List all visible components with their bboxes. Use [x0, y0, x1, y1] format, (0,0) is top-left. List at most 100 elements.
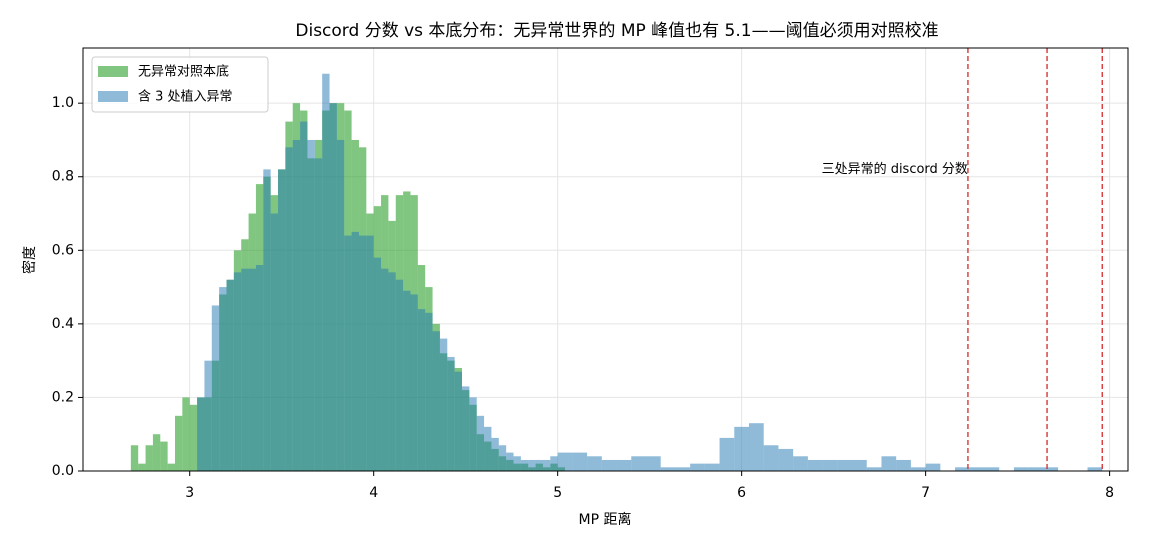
x-tick-label: 7 [921, 485, 930, 501]
bar [955, 467, 970, 471]
bar [550, 456, 558, 471]
bar [241, 268, 249, 471]
bar [395, 279, 404, 471]
bar [388, 272, 396, 471]
legend-label: 无异常对照本底 [138, 64, 229, 80]
bar [160, 441, 168, 471]
y-tick-label: 0.2 [52, 389, 74, 405]
legend-swatch [98, 91, 128, 102]
bar [329, 103, 337, 471]
x-tick-label: 3 [185, 485, 194, 501]
bar [314, 158, 323, 471]
bar [292, 139, 301, 471]
y-tick-label: 0.0 [52, 463, 74, 479]
x-tick-label: 4 [369, 485, 378, 501]
bar [197, 397, 205, 471]
bar [278, 169, 286, 471]
bar [520, 459, 529, 471]
bar [285, 147, 293, 471]
bar [233, 272, 242, 471]
bar [542, 459, 551, 471]
bar [660, 467, 676, 471]
bar [182, 397, 190, 471]
bar [255, 265, 264, 471]
bar [822, 459, 838, 471]
y-tick-label: 0.8 [52, 169, 74, 185]
bar [130, 445, 139, 471]
x-tick-label: 6 [737, 485, 746, 501]
legend-box [91, 56, 269, 113]
bar [984, 467, 1000, 471]
bar [461, 386, 470, 471]
bar [336, 139, 345, 471]
bar [226, 279, 234, 471]
bar [557, 452, 573, 471]
bar [793, 456, 808, 471]
bar [925, 463, 941, 471]
bar [601, 459, 617, 471]
bar [300, 121, 308, 471]
bar [189, 404, 198, 471]
bar [410, 294, 418, 471]
bar [439, 338, 448, 471]
bar [719, 437, 735, 471]
bar [749, 423, 764, 471]
chart-title: Discord 分数 vs 本底分布：无异常世界的 MP 峰值也有 5.1——阈… [295, 21, 938, 41]
bar [381, 268, 389, 471]
bar [366, 235, 374, 471]
y-tick-label: 0.6 [52, 242, 74, 258]
bar [1028, 467, 1044, 471]
bar [763, 445, 779, 471]
x-tick-label: 8 [1105, 485, 1114, 501]
bar [675, 467, 691, 471]
bar [248, 268, 256, 471]
bar [498, 445, 507, 471]
bar [145, 445, 153, 471]
bar [344, 235, 352, 471]
bar [484, 426, 492, 471]
y-tick-label: 0.4 [52, 316, 74, 332]
bar [491, 437, 499, 471]
bar [852, 459, 867, 471]
bar [476, 415, 485, 471]
bar [417, 309, 426, 471]
bar [432, 331, 440, 471]
annotation: 三处异常的 discord 分数 [822, 161, 968, 177]
bar [351, 231, 359, 471]
bar [204, 360, 212, 471]
legend-label: 含 3 处植入异常 [138, 89, 233, 105]
bar [454, 371, 462, 471]
bar [535, 459, 543, 471]
bar [211, 305, 220, 471]
bar [403, 290, 411, 471]
bar [866, 467, 882, 471]
bar [138, 463, 146, 471]
bar [778, 448, 794, 471]
bar [910, 467, 926, 471]
bar [734, 426, 750, 471]
bar [307, 139, 315, 471]
y-axis-label: 密度 [21, 246, 38, 274]
bar [270, 213, 279, 472]
bar [807, 459, 823, 471]
bar [322, 73, 330, 471]
x-tick-label: 5 [553, 485, 562, 501]
bar [587, 456, 602, 471]
bar [425, 312, 433, 471]
legend-swatch [98, 66, 128, 77]
bar [572, 452, 588, 471]
bar [1043, 467, 1059, 471]
bar [616, 459, 632, 471]
bar [631, 456, 646, 471]
bar [645, 456, 661, 471]
bar [447, 356, 455, 471]
y-tick-label: 1.0 [52, 95, 74, 111]
bar [690, 463, 705, 471]
bar [469, 397, 477, 471]
bar [373, 257, 382, 471]
bar [881, 456, 897, 471]
bar [358, 235, 367, 471]
bar [167, 463, 175, 471]
bar [528, 459, 536, 471]
bar [513, 456, 521, 471]
